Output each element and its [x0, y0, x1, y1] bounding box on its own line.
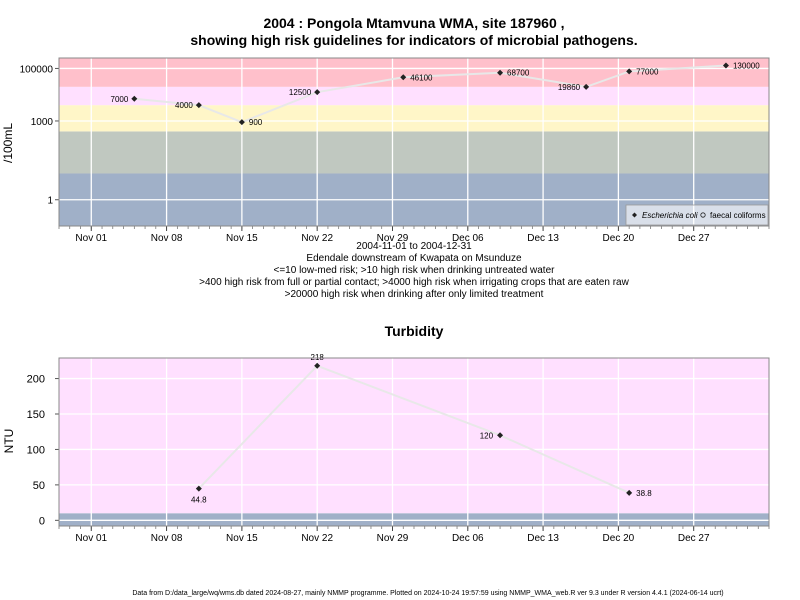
- chart1-caption-line5: >20000 high risk when drinking after onl…: [285, 289, 544, 300]
- y-tick-label: 1000: [31, 117, 54, 128]
- chart1-x-tick-labels: Nov 01 Nov 08 Nov 15 Nov 22 Nov 29 Dec 06 Dec …: [58, 226, 770, 244]
- data-point: [238, 119, 245, 126]
- data-point: [195, 102, 202, 109]
- chart1-title-line2: showing high risk guidelines for indicat…: [190, 32, 637, 48]
- data-point: [626, 68, 633, 75]
- data-point: [314, 362, 321, 369]
- data-label: 900: [249, 118, 263, 127]
- chart2-bands: [59, 358, 769, 526]
- data-label: 19860: [558, 83, 581, 92]
- x-tick-label: Nov 29: [377, 533, 409, 544]
- x-tick-label: Dec 06: [452, 533, 484, 544]
- x-tick-label: Dec 20: [603, 533, 635, 544]
- data-point: [722, 62, 729, 69]
- data-point: [131, 95, 138, 102]
- x-tick-label: Nov 01: [75, 233, 107, 244]
- legend-diamond-icon: [632, 212, 637, 218]
- x-tick-label: Nov 22: [301, 233, 333, 244]
- y-tick-label: 100: [27, 444, 45, 456]
- chart1-caption-line2: Edendale downstream of Kwapata on Msundu…: [306, 253, 522, 264]
- band-2: [59, 358, 769, 514]
- chart1-caption-line3: <=10 low-med risk; >10 high risk when dr…: [274, 265, 556, 276]
- footer-note: Data from D:/data_large/wq/wms.db dated …: [132, 590, 723, 597]
- y-tick-label: 200: [27, 374, 45, 386]
- data-point: [195, 485, 202, 492]
- x-tick-label: Dec 13: [527, 533, 559, 544]
- x-tick-label: Nov 15: [226, 533, 258, 544]
- legend-entry-e-coli: Escherichia coli: [642, 211, 698, 220]
- chart1-y-tick-labels: 1 1000 100000: [20, 64, 59, 207]
- y-tick-label: 50: [33, 480, 45, 492]
- x-tick-label: Nov 29: [377, 233, 409, 244]
- chart1-y-axis-label: /100mL: [1, 123, 15, 163]
- chart2-y-tick-labels: 0 50 100 150 200: [27, 374, 59, 527]
- x-tick-label: Nov 08: [151, 233, 183, 244]
- turbidity-line: [198, 364, 630, 494]
- legend-box: [625, 204, 769, 226]
- risk-band-4: [59, 86, 769, 106]
- legend-circle-icon: [700, 212, 706, 218]
- data-label: 7000: [111, 95, 129, 104]
- data-label: 46100: [410, 73, 433, 82]
- chart2-series-line: [198, 364, 630, 494]
- x-tick-label: Nov 08: [151, 533, 183, 544]
- x-tick-label: Dec 20: [603, 233, 635, 244]
- chart1-title-line1: 2004 : Pongola Mtamvuna WMA, site 187960…: [263, 15, 564, 31]
- y-tick-label: 1: [47, 196, 53, 207]
- data-point: [314, 89, 321, 96]
- band-1: [59, 513, 769, 526]
- data-point: [583, 83, 590, 90]
- chart2-y-axis-label: NTU: [2, 429, 16, 454]
- y-tick-label: 150: [27, 409, 45, 421]
- chart1-points: 7000 4000 900 12500 46100 68700 19860 77000 1300…: [111, 61, 761, 127]
- data-point: [400, 74, 407, 81]
- x-tick-label: Nov 01: [75, 533, 107, 544]
- chart1-caption-line4: >400 high risk from full or partial cont…: [199, 277, 629, 288]
- chart1-plot-frame: [58, 57, 770, 227]
- data-label: 44.8: [191, 496, 207, 505]
- x-tick-label: Dec 06: [452, 233, 484, 244]
- x-tick-label: Dec 27: [678, 233, 710, 244]
- data-label: 130000: [733, 61, 760, 70]
- risk-band-3: [59, 105, 769, 132]
- data-label: 218: [311, 353, 325, 362]
- chart2-plot-frame: [58, 357, 770, 527]
- data-label: 12500: [289, 88, 312, 97]
- chart1-grid: [59, 58, 769, 226]
- data-point: [626, 489, 633, 496]
- data-label: 4000: [175, 101, 193, 110]
- chart2-points: 44.8 218 120 38.8: [191, 353, 652, 505]
- risk-band-5: [59, 58, 769, 87]
- chart2-x-tick-labels: Nov 01 Nov 08 Nov 15 Nov 22 Nov 29 Dec 06 Dec …: [58, 526, 770, 544]
- x-tick-label: Nov 22: [301, 533, 333, 544]
- data-label: 77000: [636, 67, 659, 76]
- x-tick-label: Dec 13: [527, 233, 559, 244]
- data-label: 120: [480, 431, 494, 440]
- data-point: [497, 69, 504, 76]
- x-tick-label: Nov 15: [226, 233, 258, 244]
- y-tick-label: 100000: [20, 64, 54, 75]
- legend-entry-faecal-coliforms: faecal coliforms: [710, 211, 766, 220]
- chart2-grid: [59, 358, 769, 526]
- chart2-title: Turbidity: [385, 323, 444, 339]
- chart1-caption-line1: 2004-11-01 to 2004-12-31: [356, 241, 472, 252]
- chart1-risk-bands: [59, 58, 769, 226]
- chart1-legend: Escherichia coli faecal coliforms: [625, 204, 769, 226]
- x-tick-label: Dec 27: [678, 533, 710, 544]
- data-label: 68700: [507, 69, 530, 78]
- data-label: 38.8: [636, 489, 652, 498]
- y-tick-label: 0: [39, 515, 45, 527]
- data-point: [497, 432, 504, 439]
- risk-band-2: [59, 131, 769, 174]
